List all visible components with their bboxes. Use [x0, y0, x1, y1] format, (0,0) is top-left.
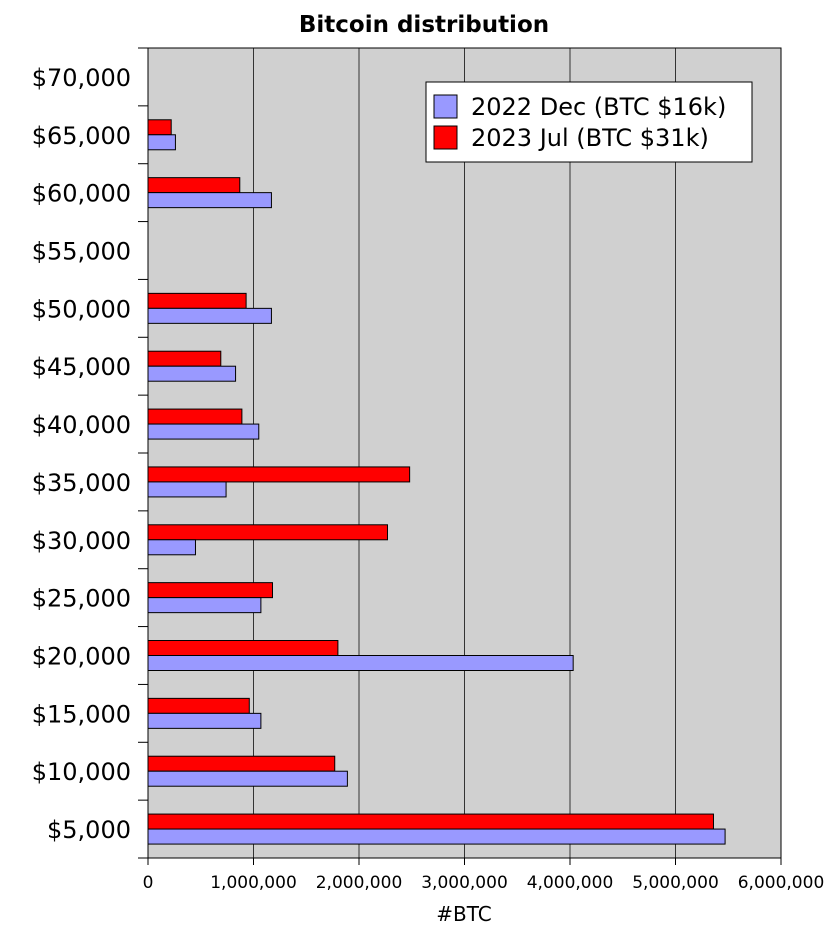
y-tick-label: $15,000: [32, 700, 131, 728]
plot-border: [147, 47, 782, 859]
y-tick-label: $70,000: [32, 64, 131, 92]
bar-2022-dec: [147, 539, 196, 556]
y-tick-label: $50,000: [32, 295, 131, 323]
y-tick-labels: $5,000 $10,000 $15,000 $20,000 $25,000 $30,00…: [32, 64, 131, 844]
bar-2023-jul: [147, 697, 250, 714]
bar-2022-dec: [147, 481, 227, 498]
bar-2023-jul: [147, 408, 243, 425]
y-tick-label: $60,000: [32, 180, 131, 208]
x-tick-label: 5,000,000: [632, 873, 719, 893]
bar-2023-jul: [147, 755, 336, 772]
bar-2023-jul: [147, 524, 388, 541]
bar-2022-dec: [147, 423, 260, 440]
bar-2022-dec: [147, 192, 272, 209]
bar-2023-jul: [147, 177, 241, 194]
chart-title: Bitcoin distribution: [299, 12, 549, 38]
legend: 2022 Dec (BTC $16k) 2023 Jul (BTC $31k): [425, 81, 753, 163]
bar-2023-jul: [147, 640, 339, 656]
y-tick-label: $35,000: [32, 469, 131, 497]
legend-label: 2022 Dec (BTC $16k): [471, 93, 726, 121]
y-tick-label: $40,000: [32, 411, 131, 439]
x-tick-label: 4,000,000: [527, 873, 614, 893]
x-tick-label: 2,000,000: [316, 873, 403, 893]
bar-2023-jul: [147, 466, 411, 483]
y-tick-label: $25,000: [32, 585, 131, 613]
y-tick-label: $45,000: [32, 353, 131, 381]
x-axis-label: #BTC: [436, 902, 492, 926]
y-tick-label: $5,000: [47, 816, 131, 844]
x-tick-label: 1,000,000: [210, 873, 297, 893]
y-tick-label: $30,000: [32, 527, 131, 555]
x-tick-label: 3,000,000: [421, 873, 508, 893]
x-tick-label: 0: [143, 873, 154, 893]
bar-2023-jul: [147, 119, 172, 136]
bar-2023-jul: [147, 292, 247, 309]
x-tick-label: 6,000,000: [738, 873, 825, 893]
bar-2023-jul: [147, 350, 222, 367]
legend-swatch: [433, 94, 458, 119]
bar-2023-jul: [147, 582, 273, 599]
bar-2022-dec: [147, 712, 262, 729]
y-tick-label: $20,000: [32, 643, 131, 671]
y-tick-label: $55,000: [32, 238, 131, 266]
bar-2022-dec: [147, 307, 272, 324]
bar-2022-dec: [147, 828, 726, 845]
bar-2022-dec: [147, 365, 237, 382]
bar-2023-jul: [147, 813, 714, 830]
legend-swatch: [433, 125, 458, 150]
bar-2022-dec: [147, 770, 348, 787]
y-tick-label: $65,000: [32, 122, 131, 150]
bar-2022-dec: [147, 597, 262, 614]
axes: [138, 47, 782, 859]
legend-box: [425, 81, 753, 163]
bar-2022-dec: [147, 134, 176, 151]
legend-label: 2023 Jul (BTC $31k): [471, 124, 709, 152]
bar-2022-dec: [147, 655, 574, 671]
y-tick-label: $10,000: [32, 758, 131, 786]
x-tick-labels: 0 1,000,000 2,000,000 3,000,000 4,000,000 5,0…: [143, 873, 825, 893]
